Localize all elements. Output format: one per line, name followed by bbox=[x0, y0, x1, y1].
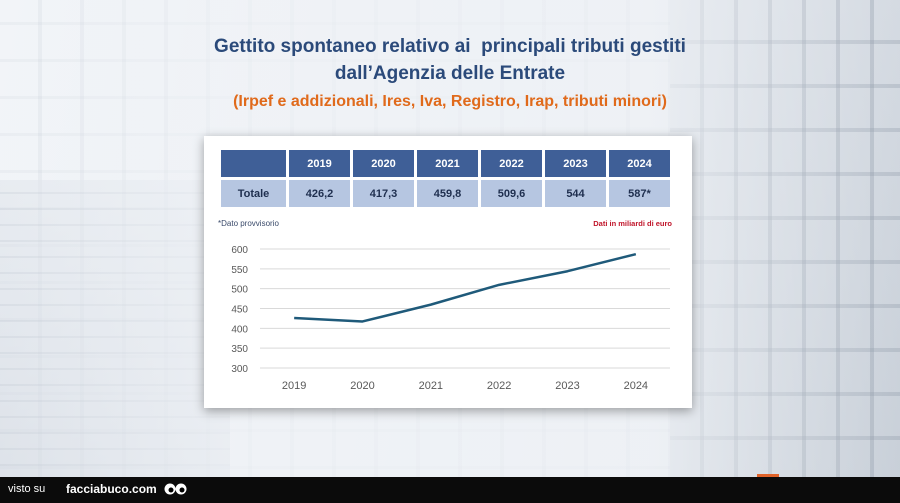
title-line-1: Gettito spontaneo relativo ai principali… bbox=[214, 36, 686, 57]
x-tick-label: 2020 bbox=[350, 380, 374, 392]
series-line bbox=[294, 252, 637, 323]
table-year-header: 2024 bbox=[609, 150, 670, 180]
y-tick-label: 550 bbox=[231, 265, 248, 276]
units-note: Dati in miliardi di euro bbox=[593, 219, 672, 228]
chart-card: 2019 2020 2021 2022 2023 2024 Totale 426… bbox=[204, 136, 692, 408]
x-tick-label: 2024 bbox=[624, 380, 648, 392]
footer-visto-label: visto su bbox=[8, 483, 46, 495]
watermark-footer: visto su facciabuco.com bbox=[0, 477, 900, 503]
table-year-header: 2020 bbox=[353, 150, 414, 180]
table-cell: 509,6 bbox=[481, 180, 542, 207]
slide-subtitle: (Irpef e addizionali, Ires, Iva, Registr… bbox=[233, 93, 667, 110]
footer-site-link[interactable]: facciabuco.com bbox=[66, 482, 157, 496]
table-cell: 544 bbox=[545, 180, 606, 207]
table-year-header: 2022 bbox=[481, 150, 542, 180]
chart-y-ticks: 300 350 400 450 500 550 600 bbox=[231, 245, 248, 375]
y-tick-label: 350 bbox=[231, 344, 248, 355]
chart-series bbox=[294, 252, 637, 323]
eyes-icon bbox=[164, 483, 187, 495]
table-corner-cell bbox=[221, 150, 286, 180]
table-year-header: 2023 bbox=[545, 150, 606, 180]
table-year-header: 2021 bbox=[417, 150, 478, 180]
y-tick-label: 500 bbox=[231, 285, 248, 296]
chart-x-ticks: 2019 2020 2021 2022 2023 2024 bbox=[282, 380, 648, 392]
y-tick-label: 450 bbox=[231, 305, 248, 316]
y-tick-label: 400 bbox=[231, 324, 248, 335]
x-tick-label: 2022 bbox=[487, 380, 511, 392]
y-tick-label: 600 bbox=[231, 245, 248, 256]
table-row-label: Totale bbox=[221, 180, 286, 207]
table-cell: 426,2 bbox=[289, 180, 350, 207]
chart-grid bbox=[260, 248, 670, 369]
table-row: Totale 426,2 417,3 459,8 509,6 544 587* bbox=[221, 180, 670, 207]
title-line-2: dall’Agenzia delle Entrate bbox=[334, 63, 566, 84]
provisional-note: *Dato provvisorio bbox=[218, 219, 279, 228]
y-tick-label: 300 bbox=[231, 364, 248, 375]
table-header-row: 2019 2020 2021 2022 2023 2024 bbox=[221, 150, 670, 180]
table-cell: 459,8 bbox=[417, 180, 478, 207]
table-year-header: 2019 bbox=[289, 150, 350, 180]
x-tick-label: 2021 bbox=[419, 380, 443, 392]
revenue-table: 2019 2020 2021 2022 2023 2024 Totale 426… bbox=[218, 150, 673, 207]
table-cell: 417,3 bbox=[353, 180, 414, 207]
x-tick-label: 2019 bbox=[282, 380, 306, 392]
table-cell: 587* bbox=[609, 180, 670, 207]
accent-bar bbox=[757, 474, 779, 477]
x-tick-label: 2023 bbox=[555, 380, 579, 392]
slide-title: Gettito spontaneo relativo ai principali… bbox=[150, 33, 750, 87]
